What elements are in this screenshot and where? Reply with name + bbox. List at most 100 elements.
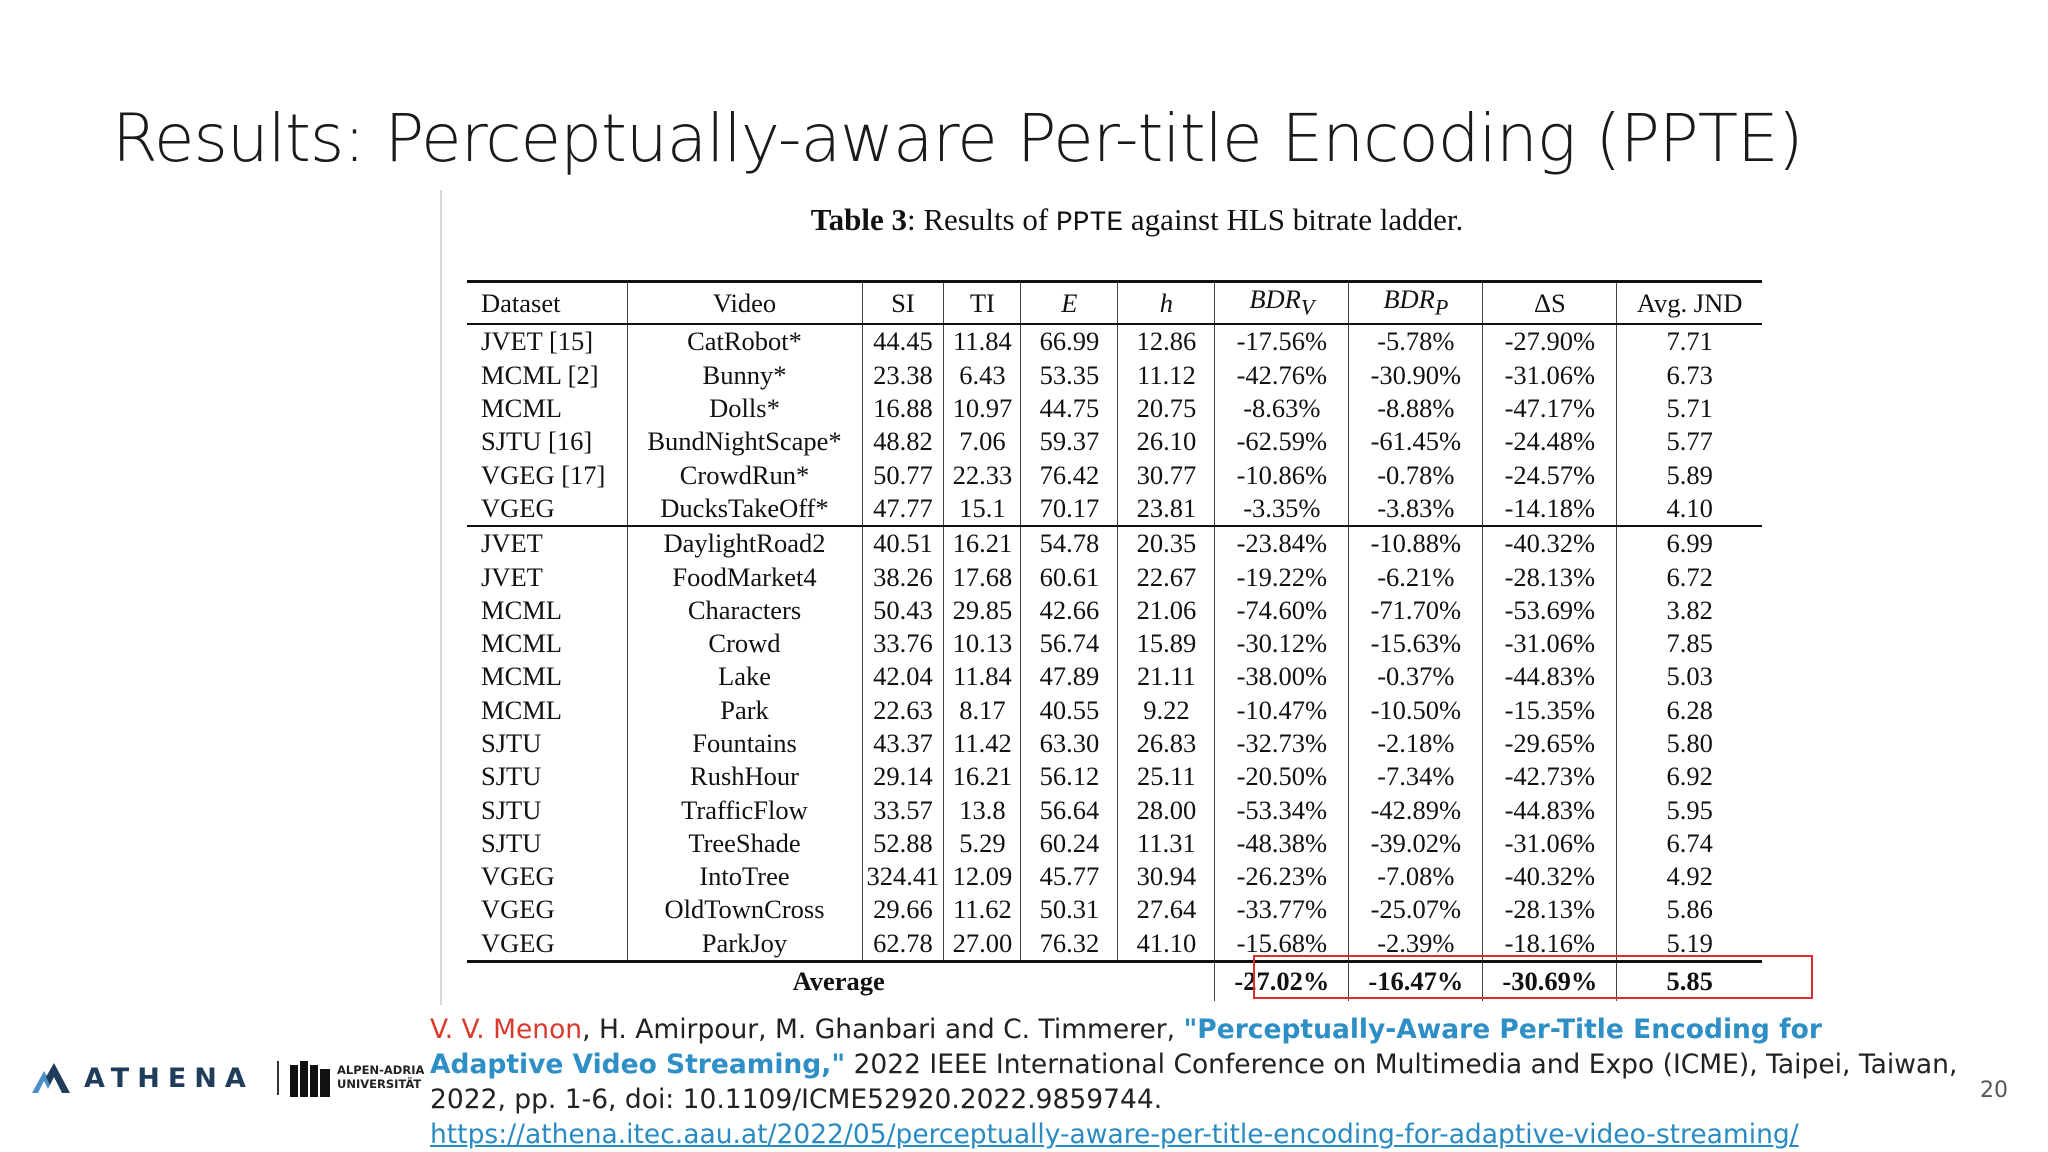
cell-e: 56.74: [1020, 626, 1118, 661]
cell-e: 42.66: [1020, 593, 1118, 627]
cell-ti: 17.68: [943, 560, 1021, 594]
aau-line-1: ALPEN-ADRIA: [337, 1063, 425, 1077]
table-row: MCML Crowd 33.76 10.13 56.74 15.89 -30.12% -15.…: [467, 626, 1762, 661]
cell-avg-jnd: 5.71: [1616, 391, 1762, 426]
cell-video: TreeShade: [626, 826, 862, 861]
header-video: Video: [626, 281, 862, 325]
cell-avg-jnd: 4.10: [1616, 491, 1762, 528]
cell-bdrv: -8.63%: [1214, 391, 1349, 426]
header-bdrp-sub: P: [1434, 294, 1449, 320]
cell-bdrp: -30.90%: [1348, 358, 1483, 392]
cell-ti: 10.97: [943, 391, 1021, 426]
cell-dataset: JVET [15]: [481, 326, 594, 357]
cell-bdrp: -42.89%: [1348, 793, 1483, 827]
cell-avg-jnd: 5.80: [1616, 726, 1762, 761]
cell-video: RushHour: [626, 760, 862, 794]
cell-video: IntoTree: [626, 860, 862, 894]
cell-e: 66.99: [1020, 324, 1118, 359]
cell-dataset: JVET: [481, 528, 543, 559]
cell-bdrp: -39.02%: [1348, 826, 1483, 861]
cell-bdrv: -48.38%: [1214, 826, 1349, 861]
cell-si: 42.04: [861, 660, 944, 694]
cell-e: 53.35: [1020, 358, 1118, 392]
cell-h: 30.94: [1117, 860, 1215, 894]
cell-dataset: MCML: [481, 628, 562, 659]
cell-avg-jnd: 5.89: [1616, 458, 1762, 492]
aau-wordmark: ALPEN-ADRIA UNIVERSITÄT: [337, 1063, 424, 1091]
cell-bdrp: -8.88%: [1348, 391, 1483, 426]
citation-url-link[interactable]: https://athena.itec.aau.at/2022/05/perce…: [430, 1119, 1799, 1150]
cell-avg-jnd: 5.03: [1616, 660, 1762, 694]
cell-delta-s: -15.35%: [1482, 693, 1617, 727]
header-e: E: [1020, 281, 1118, 325]
cell-bdrp: -71.70%: [1348, 593, 1483, 627]
cell-video: Park: [626, 693, 862, 727]
cell-bdrv: -30.12%: [1214, 626, 1349, 661]
cell-delta-s: -24.57%: [1482, 458, 1617, 492]
cell-bdrp: -3.83%: [1348, 491, 1483, 528]
cell-video: FoodMarket4: [626, 560, 862, 594]
cell-video: DaylightRoad2: [626, 526, 862, 561]
header-si: SI: [861, 281, 944, 325]
cell-avg-jnd: 6.92: [1616, 760, 1762, 794]
cell-dataset: SJTU: [481, 794, 542, 825]
cell-si: 50.43: [861, 593, 944, 627]
cell-bdrv: -74.60%: [1214, 593, 1349, 627]
cell-e: 76.42: [1020, 458, 1118, 492]
cell-bdrp: -2.18%: [1348, 726, 1483, 761]
cell-h: 21.06: [1117, 593, 1215, 627]
cell-avg-jnd: 6.73: [1616, 358, 1762, 392]
header-bdrv-sub: V: [1300, 294, 1315, 320]
cell-avg-jnd: 7.85: [1616, 626, 1762, 661]
cell-dataset: MCML: [481, 393, 562, 424]
cell-e: 63.30: [1020, 726, 1118, 761]
cell-e: 76.32: [1020, 926, 1118, 962]
cell-avg-jnd: 3.82: [1616, 593, 1762, 627]
table-row: JVET DaylightRoad2 40.51 16.21 54.78 20.35 -23…: [467, 526, 1762, 561]
cell-video: CrowdRun*: [626, 458, 862, 492]
caption-label: Table 3: [810, 202, 907, 237]
cell-bdrp: -0.37%: [1348, 660, 1483, 694]
table-row: SJTU TreeShade 52.88 5.29 60.24 11.31 -48.38% -…: [467, 826, 1762, 861]
cell-h: 11.31: [1117, 826, 1215, 861]
cell-e: 50.31: [1020, 893, 1118, 927]
table-row: VGEG DucksTakeOff* 47.77 15.1 70.17 23.81 -3.3…: [467, 491, 1762, 528]
slide-title: Results: Perceptually-aware Per-title En…: [112, 100, 1803, 177]
table-row: VGEG [17] CrowdRun* 50.77 22.33 76.42 30.77 -1…: [467, 458, 1762, 492]
cell-h: 26.83: [1117, 726, 1215, 761]
cell-delta-s: -42.73%: [1482, 760, 1617, 794]
table-header-row: Dataset Video SI TI E h BDRV BDRP ΔS Avg…: [467, 281, 1762, 325]
cell-ti: 11.42: [943, 726, 1021, 761]
cell-bdrv: -38.00%: [1214, 660, 1349, 694]
cell-e: 59.37: [1020, 425, 1118, 459]
cell-bdrv: -62.59%: [1214, 425, 1349, 459]
table-body: JVET [15] CatRobot* 44.45 11.84 66.99 12.86 -1…: [467, 324, 1762, 962]
cell-h: 11.12: [1117, 358, 1215, 392]
results-table-figure: Table 3: Results of PPTE against HLS bit…: [440, 190, 1832, 1005]
header-delta-s: ΔS: [1482, 281, 1617, 325]
average-highlight-box: [1253, 955, 1813, 999]
cell-si: 48.82: [861, 425, 944, 459]
cell-ti: 11.84: [943, 660, 1021, 694]
header-ti: TI: [943, 281, 1021, 325]
cell-si: 324.41: [861, 860, 944, 894]
cell-h: 28.00: [1117, 793, 1215, 827]
cell-delta-s: -40.32%: [1482, 526, 1617, 561]
table-row: MCML [2] Bunny* 23.38 6.43 53.35 11.12 -42.76%…: [467, 358, 1762, 392]
cell-ti: 8.17: [943, 693, 1021, 727]
citation: V. V. Menon, H. Amirpour, M. Ghanbari an…: [430, 1012, 1960, 1152]
aau-line-2: UNIVERSITÄT: [337, 1077, 422, 1091]
table-row: VGEG IntoTree 324.41 12.09 45.77 30.94 -26.23%…: [467, 860, 1762, 894]
cell-bdrv: -23.84%: [1214, 526, 1349, 561]
cell-avg-jnd: 6.74: [1616, 826, 1762, 861]
cell-h: 23.81: [1117, 491, 1215, 528]
cell-dataset: VGEG [17]: [481, 459, 606, 490]
cell-ti: 7.06: [943, 425, 1021, 459]
cell-e: 60.24: [1020, 826, 1118, 861]
cell-dataset: SJTU: [481, 761, 542, 792]
athena-wordmark: ATHENA: [84, 1063, 254, 1094]
table-row: VGEG OldTownCross 29.66 11.62 50.31 27.64 -33.…: [467, 893, 1762, 927]
average-bdrp: -16.47%: [1348, 961, 1483, 1001]
header-bdrv-base: BDR: [1249, 284, 1301, 314]
cell-avg-jnd: 6.28: [1616, 693, 1762, 727]
